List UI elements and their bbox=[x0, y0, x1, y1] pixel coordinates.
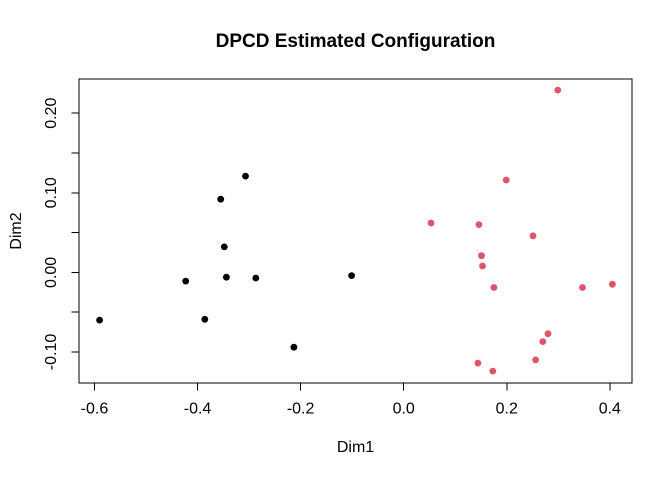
data-point bbox=[579, 284, 586, 291]
x-axis-label: Dim1 bbox=[337, 439, 374, 456]
x-tick-label: -0.2 bbox=[287, 401, 315, 418]
data-point bbox=[490, 284, 498, 291]
y-tick-label: 0.10 bbox=[43, 177, 60, 208]
data-point bbox=[554, 86, 562, 94]
y-axis: -0.10 0.00 0.10 0.20 bbox=[43, 98, 79, 371]
data-point bbox=[479, 262, 486, 270]
series-group-red bbox=[427, 86, 616, 375]
data-point bbox=[489, 367, 497, 375]
data-point bbox=[348, 272, 355, 279]
data-point bbox=[182, 277, 190, 285]
data-points bbox=[96, 86, 616, 375]
x-tick-label: 0.0 bbox=[393, 401, 415, 418]
data-point bbox=[217, 195, 225, 203]
data-point bbox=[290, 343, 298, 351]
y-tick-label: 0.00 bbox=[43, 257, 60, 288]
plot-title: DPCD Estimated Configuration bbox=[216, 31, 496, 52]
data-point bbox=[529, 232, 537, 240]
data-point bbox=[427, 219, 435, 227]
x-tick-label: -0.4 bbox=[184, 401, 212, 418]
y-tick-label: 0.20 bbox=[43, 98, 60, 129]
data-point bbox=[220, 243, 228, 251]
data-point bbox=[96, 316, 103, 324]
x-tick-label: 0.2 bbox=[496, 401, 518, 418]
data-point bbox=[475, 221, 483, 229]
x-axis: -0.6 -0.4 -0.2 0.0 0.2 0.4 bbox=[81, 383, 621, 418]
data-point bbox=[544, 330, 552, 338]
data-point bbox=[532, 356, 539, 364]
data-point bbox=[201, 315, 209, 323]
data-point bbox=[609, 280, 616, 288]
series-group-black bbox=[96, 172, 355, 351]
x-tick-label: 0.4 bbox=[599, 401, 621, 418]
data-point bbox=[252, 274, 260, 282]
data-point bbox=[502, 176, 510, 184]
data-point bbox=[242, 172, 249, 180]
x-tick-label: -0.6 bbox=[81, 401, 109, 418]
data-point bbox=[223, 273, 230, 281]
y-tick-label: -0.10 bbox=[43, 334, 60, 371]
plot-box bbox=[78, 78, 633, 384]
y-axis-label: Dim2 bbox=[8, 212, 25, 249]
data-point bbox=[478, 252, 485, 260]
data-point bbox=[539, 338, 547, 345]
data-point bbox=[474, 359, 482, 367]
